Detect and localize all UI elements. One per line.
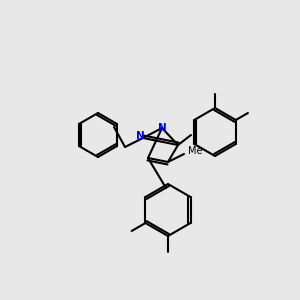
- Text: Me: Me: [188, 146, 202, 156]
- Text: N: N: [136, 131, 144, 141]
- Text: N: N: [158, 123, 166, 133]
